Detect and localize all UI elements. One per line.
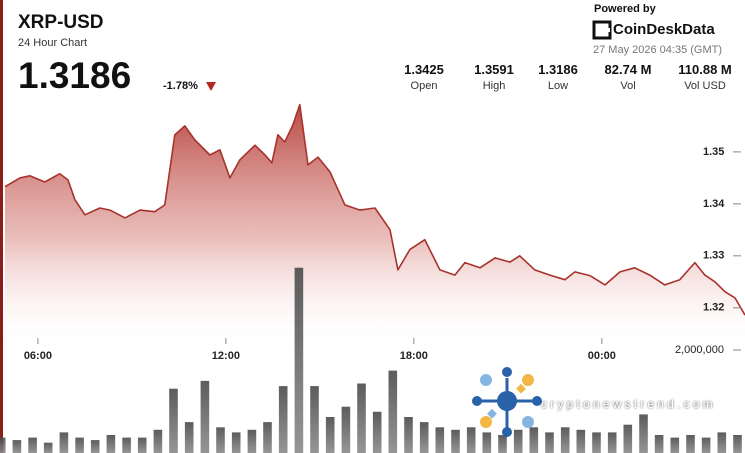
volume-bar	[90, 440, 100, 453]
volume-bar	[310, 386, 319, 453]
volume-bar	[12, 440, 22, 453]
volume-bar	[686, 435, 695, 453]
volume-bar	[701, 437, 711, 453]
stat-value: 1.3425	[404, 62, 444, 77]
stat-value: 110.88 M	[678, 62, 732, 77]
volume-bar	[43, 442, 53, 453]
price-line	[4, 103, 745, 316]
volume-bar	[654, 435, 664, 453]
volume-bar	[216, 427, 225, 453]
volume-bar	[137, 437, 147, 453]
x-tick-label: 12:00	[212, 350, 240, 362]
volume-bar	[545, 432, 554, 453]
volume-bar	[325, 417, 335, 453]
volume-bar	[122, 437, 131, 453]
x-tick-label: 18:00	[400, 350, 428, 362]
volume-bar	[263, 422, 272, 453]
y-tick-label: 1.35	[703, 146, 724, 158]
y-tick-label: 1.34	[703, 198, 725, 210]
volume-bar	[592, 432, 601, 453]
volume-bar	[404, 417, 413, 453]
volume-bar	[435, 427, 445, 453]
stat: 110.88 M Vol USD	[665, 62, 745, 92]
volume-bar	[388, 370, 398, 453]
volume-bar	[231, 432, 241, 453]
stat-value: 82.74 M	[604, 62, 652, 77]
volume-bar	[451, 429, 460, 453]
stat: 1.3425 Open	[384, 62, 464, 92]
volume-bar	[576, 429, 586, 453]
volume-bar	[28, 437, 37, 453]
volume-bar	[153, 429, 163, 453]
y-tick-label: 1.32	[703, 302, 724, 314]
volume-bar	[247, 429, 257, 453]
volume-bar	[560, 427, 570, 453]
volume-bar	[419, 422, 429, 453]
x-tick-label: 06:00	[24, 350, 52, 362]
volume-bar	[513, 429, 523, 453]
powered-by: Powered by	[594, 3, 656, 15]
volume-bar	[0, 437, 6, 453]
plot-area: 1.35 1.34 1.33 1.32 2,000,000 06:00 12:00 18:00…	[0, 103, 745, 453]
volume-bar	[717, 432, 727, 453]
current-price: 1.3186	[18, 55, 132, 96]
y2-tick-label: 2,000,000	[675, 344, 724, 356]
stat-label: Vol	[620, 80, 636, 92]
volume-bar	[294, 267, 304, 453]
price-area	[5, 104, 745, 350]
stat: 82.74 M Vol	[588, 62, 668, 92]
y-tick-label: 1.33	[703, 250, 724, 262]
volume-bar	[372, 411, 382, 453]
brand-name: CoinDeskData	[613, 21, 715, 38]
timestamp: 27 May 2026 04:35 (GMT)	[593, 44, 723, 56]
stat: 1.3186 Low	[518, 62, 598, 92]
volume-bar	[200, 380, 210, 453]
volume-bar	[733, 435, 742, 453]
stat-label: Low	[547, 80, 569, 92]
volume-bar	[623, 424, 633, 453]
price-change: -1.78%	[163, 80, 198, 92]
volume-bar	[278, 386, 288, 453]
volume-bar	[106, 435, 116, 453]
volume-bar	[59, 432, 69, 453]
volume-bar	[482, 432, 492, 453]
stat-value: 1.3186	[538, 62, 578, 77]
stat-value: 1.3591	[474, 62, 514, 77]
volume-bar	[639, 414, 648, 453]
watermark: cryptonewstrend.com	[541, 397, 716, 411]
stat: 1.3591 High	[454, 62, 534, 92]
left-accent	[0, 0, 3, 453]
volume-bar	[466, 427, 476, 453]
stat-label: Open	[410, 80, 438, 92]
volume-bar	[498, 435, 507, 453]
subtitle: 24 Hour Chart	[18, 37, 88, 49]
volume-bar	[341, 406, 351, 453]
stat-label: High	[482, 80, 506, 92]
stat-label: Vol USD	[684, 80, 726, 92]
volume-bar	[607, 432, 617, 453]
volume-bar	[357, 383, 366, 453]
volume-bar	[169, 388, 178, 453]
volume-bar	[529, 427, 539, 453]
volume-bar	[75, 437, 84, 453]
x-tick-label: 00:00	[588, 350, 616, 362]
volume-bar	[670, 437, 680, 453]
title: XRP-USD	[18, 12, 104, 33]
volume-bar	[184, 422, 194, 453]
